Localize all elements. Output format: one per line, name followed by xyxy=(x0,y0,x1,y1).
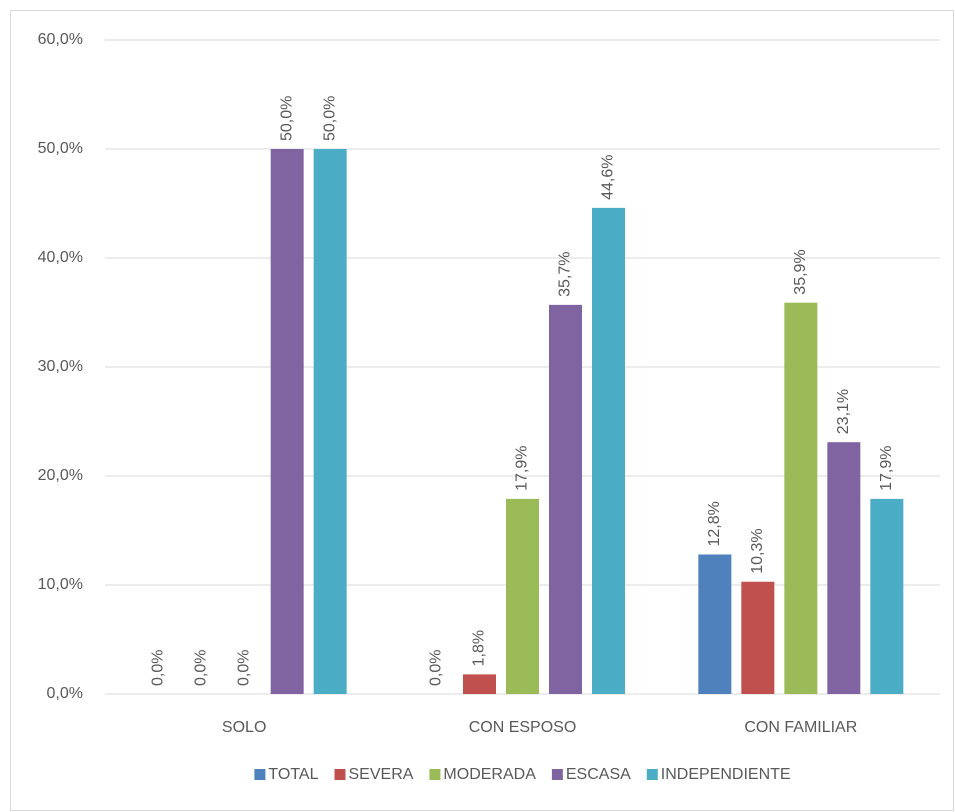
y-tick-label: 40,0% xyxy=(38,249,83,266)
data-label: 1,8% xyxy=(471,630,488,666)
bar xyxy=(827,442,861,694)
data-label: 35,9% xyxy=(792,249,809,294)
data-label: 0,0% xyxy=(149,650,166,686)
bar xyxy=(870,498,904,694)
legend-label: MODERADA xyxy=(443,766,536,783)
data-label: 17,9% xyxy=(878,446,895,491)
data-label: 44,6% xyxy=(600,154,617,199)
legend-swatch xyxy=(254,769,266,780)
y-tick-label: 30,0% xyxy=(38,358,83,375)
y-tick-label: 60,0% xyxy=(38,31,83,48)
data-label: 12,8% xyxy=(706,501,723,546)
bar xyxy=(784,302,818,694)
data-label: 50,0% xyxy=(321,96,338,141)
y-tick-label: 50,0% xyxy=(38,140,83,157)
legend-label: ESCASA xyxy=(566,766,631,783)
bar xyxy=(549,304,582,694)
bar xyxy=(698,554,732,694)
data-label: 0,0% xyxy=(192,650,209,686)
legend-label: TOTAL xyxy=(268,766,318,783)
bar xyxy=(313,149,347,694)
bar xyxy=(506,498,539,694)
y-tick-label: 0,0% xyxy=(47,685,83,702)
y-tick-label: 20,0% xyxy=(38,467,83,484)
data-label: 35,7% xyxy=(557,251,574,296)
bar xyxy=(741,581,775,694)
legend-label: SEVERA xyxy=(349,766,414,783)
x-tick-label: SOLO xyxy=(222,719,266,736)
legend-swatch xyxy=(334,769,346,780)
data-label: 0,0% xyxy=(428,650,445,686)
legend-swatch xyxy=(646,769,658,780)
x-tick-label: CON FAMILIAR xyxy=(744,719,857,736)
legend-label: INDEPENDIENTE xyxy=(661,766,791,783)
data-label: 23,1% xyxy=(835,389,852,434)
legend-swatch xyxy=(429,769,441,780)
bar xyxy=(463,674,496,694)
data-label: 17,9% xyxy=(514,446,531,491)
legend-swatch xyxy=(551,769,563,780)
x-tick-label: CON ESPOSO xyxy=(469,719,577,736)
bar xyxy=(270,149,304,694)
data-label: 0,0% xyxy=(235,650,252,686)
data-label: 50,0% xyxy=(278,96,295,141)
data-label: 10,3% xyxy=(749,528,766,573)
y-tick-label: 10,0% xyxy=(38,576,83,593)
bar xyxy=(592,207,625,695)
